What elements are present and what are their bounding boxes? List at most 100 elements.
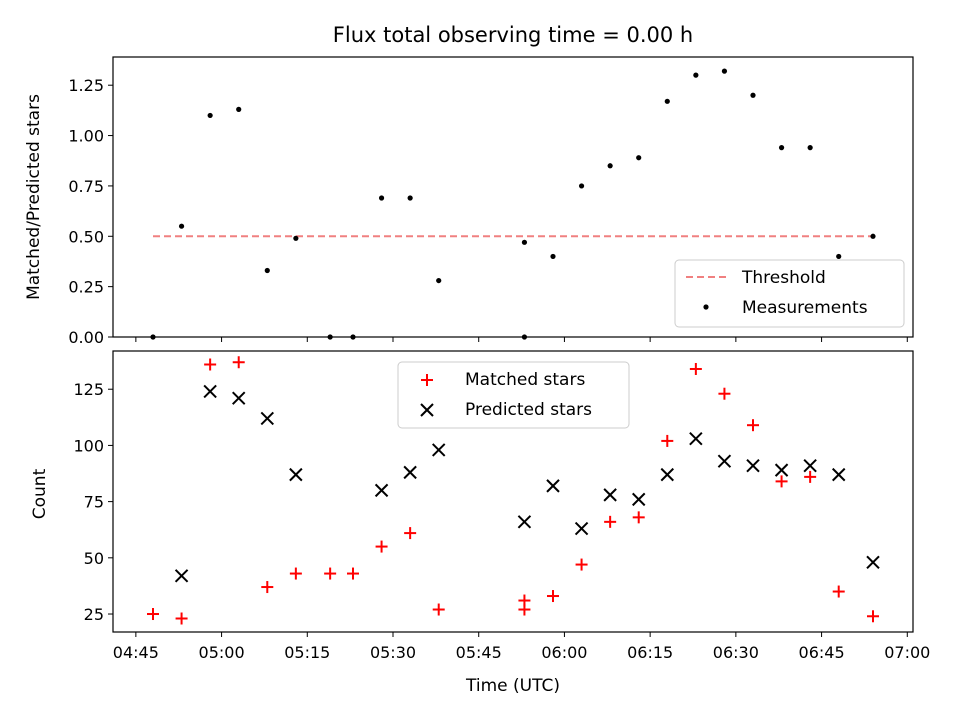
legend-threshold-label: Threshold	[741, 268, 826, 288]
measurement-point	[550, 253, 556, 260]
bottom-plot-area	[147, 356, 880, 625]
measurement-point	[578, 183, 585, 189]
matched-star-point	[518, 594, 531, 607]
matched-star-point	[232, 356, 245, 369]
measurement-point	[721, 68, 728, 74]
x-axis-label: Time (UTC)	[465, 676, 560, 696]
legend-predicted-label: Predicted stars	[465, 400, 592, 420]
matched-star-point	[718, 387, 731, 400]
predicted-star-point	[374, 483, 389, 498]
predicted-star-point	[260, 411, 274, 426]
legend-predicted-swatch	[420, 403, 434, 417]
predicted-star-point	[432, 443, 446, 457]
measurement-point	[636, 155, 642, 161]
top-axes-frame	[112, 56, 914, 338]
predicted-star-point	[746, 458, 760, 473]
measurement-point	[778, 145, 785, 151]
measurement-point	[521, 239, 528, 245]
measurement-point	[750, 92, 756, 98]
matched-star-point	[604, 515, 617, 528]
measurement-point	[178, 223, 185, 229]
top-legend-box	[674, 259, 905, 328]
measurement-point	[664, 98, 670, 104]
x-tick-label: 06:15	[627, 643, 673, 662]
predicted-star-point	[717, 454, 732, 468]
x-tick-label: 05:45	[456, 643, 502, 662]
legend-matched-swatch	[421, 374, 433, 386]
matched-star-point	[404, 527, 417, 540]
x-tick-label: 05:15	[284, 643, 330, 662]
x-tick-label: 05:00	[199, 643, 245, 662]
measurement-point	[207, 112, 213, 119]
predicted-star-point	[174, 569, 189, 583]
top-legend: Threshold Measurements	[674, 259, 905, 328]
predicted-star-point	[803, 458, 817, 473]
top-axis-ticks: 0.00 0.25 0.50 0.75 1.00 1.25	[68, 76, 908, 347]
bottom-y-tick-label: 75	[84, 493, 104, 512]
bottom-axes-frame	[112, 350, 914, 633]
measurement-point	[407, 195, 413, 201]
predicted-star-point	[289, 467, 303, 482]
matched-star-point	[261, 581, 274, 594]
top-y-tick-label: 1.25	[68, 76, 104, 95]
measurement-point	[293, 235, 299, 241]
predicted-star-point	[203, 384, 217, 399]
measurement-point	[836, 253, 842, 260]
predicted-star-point	[232, 391, 246, 405]
measurement-point	[264, 267, 270, 274]
predicted-star-point	[403, 465, 417, 480]
measurement-point	[607, 163, 613, 169]
predicted-star-point	[689, 431, 703, 446]
measurement-point	[807, 145, 813, 151]
bottom-y-tick-label: 50	[84, 549, 104, 568]
matched-star-point	[324, 567, 337, 580]
matched-star-point	[175, 612, 188, 625]
matched-star-point	[689, 362, 702, 375]
top-y-tick-label: 0.00	[68, 328, 104, 347]
top-y-tick-label: 0.75	[68, 177, 104, 196]
predicted-star-point	[546, 479, 560, 493]
matched-star-point	[775, 475, 788, 488]
matched-star-point	[547, 590, 559, 603]
measurement-point	[870, 233, 876, 239]
predicted-star-point	[574, 521, 589, 536]
measurement-point	[693, 72, 699, 78]
bottom-y-axis-label: Count	[30, 468, 50, 519]
matched-star-point	[747, 419, 759, 432]
matched-star-point	[632, 511, 645, 524]
predicted-star-point	[517, 515, 532, 529]
top-plot-area	[150, 68, 876, 340]
matched-star-point	[147, 608, 159, 621]
predicted-star-point	[832, 467, 846, 482]
measurement-point	[236, 106, 242, 112]
bottom-panel: 04:45 05:00 05:15 05:30 05:45 06:00 06:15 06:30…	[30, 350, 930, 696]
x-tick-label: 06:45	[799, 643, 845, 662]
x-tick-label: 06:30	[713, 643, 759, 662]
predicted-star-point	[866, 555, 880, 570]
bottom-legend-box	[397, 361, 630, 429]
top-y-axis-label: Matched/Predicted stars	[24, 94, 44, 300]
matched-star-point	[204, 358, 217, 371]
legend-measurements-label: Measurements	[742, 298, 868, 318]
top-y-tick-label: 1.00	[68, 127, 104, 146]
x-tick-label: 06:00	[541, 643, 587, 662]
predicted-star-point	[660, 467, 674, 482]
matched-star-point	[804, 470, 817, 483]
legend-matched-label: Matched stars	[465, 370, 585, 390]
predicted-star-point	[774, 463, 789, 477]
predicted-star-point	[603, 488, 617, 502]
bottom-legend: Matched stars Predicted stars	[397, 361, 630, 429]
top-y-tick-label: 0.25	[68, 278, 104, 297]
matched-star-point	[289, 567, 302, 580]
x-tick-label: 04:45	[113, 643, 159, 662]
matched-star-point	[347, 567, 359, 580]
matched-star-point	[867, 610, 879, 623]
bottom-axis-ticks: 04:45 05:00 05:15 05:30 05:45 06:00 06:15 06:30…	[73, 380, 930, 662]
bottom-y-tick-label: 125	[73, 380, 104, 399]
matched-star-point	[575, 558, 588, 571]
x-tick-label: 07:00	[884, 643, 930, 662]
x-tick-label: 05:30	[370, 643, 416, 662]
measurement-point	[436, 277, 442, 284]
legend-measurements-swatch	[703, 304, 709, 310]
